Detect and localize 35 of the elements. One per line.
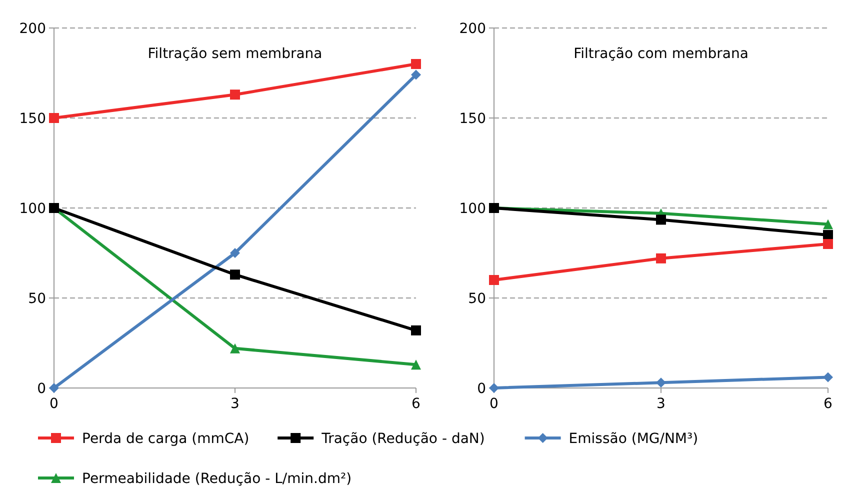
x-tick-label: 0 xyxy=(50,396,58,412)
x-tick-label: 6 xyxy=(824,396,833,412)
y-tick-label: 100 xyxy=(459,200,486,217)
y-tick-label: 200 xyxy=(19,20,46,37)
y-tick-label: 50 xyxy=(28,290,46,307)
point xyxy=(230,270,240,280)
y-tick-label: 150 xyxy=(19,110,46,127)
x-tick-label: 0 xyxy=(490,396,498,412)
legend-label: Perda de carga (mmCA) xyxy=(82,430,250,447)
y-tick-label: 0 xyxy=(37,380,46,397)
point xyxy=(823,372,833,382)
legend-label: Tração (Redução - daN) xyxy=(320,430,485,447)
text: Filtração com membrana xyxy=(574,46,748,62)
x-tick-label: 3 xyxy=(656,396,666,412)
point xyxy=(823,239,833,249)
point xyxy=(411,325,421,336)
point xyxy=(823,230,833,240)
text: Filtração sem membrana xyxy=(148,46,322,62)
point xyxy=(411,70,421,80)
legend-label: Permeabilidade (Redução - L/min.dm²) xyxy=(82,470,352,487)
point xyxy=(230,248,240,258)
point xyxy=(656,378,666,388)
y-tick-label: 150 xyxy=(459,110,486,127)
y-tick-label: 50 xyxy=(468,290,486,307)
x-tick-label: 6 xyxy=(412,396,421,412)
point xyxy=(230,90,240,100)
point xyxy=(411,59,421,69)
y-tick-label: 200 xyxy=(459,20,486,37)
x-tick-label: 3 xyxy=(230,396,240,412)
y-tick-label: 0 xyxy=(477,380,486,397)
point xyxy=(656,253,666,264)
legend-label: Emissão (MG/NM³) xyxy=(568,430,698,447)
y-tick-label: 100 xyxy=(19,200,46,217)
point xyxy=(49,113,59,123)
point xyxy=(489,275,499,285)
